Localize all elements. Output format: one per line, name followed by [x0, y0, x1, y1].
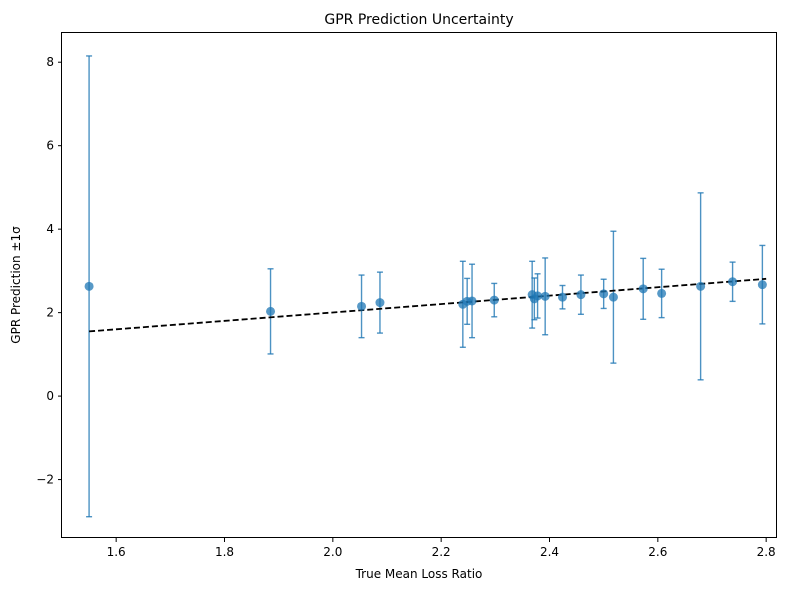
data-point: [638, 284, 648, 294]
data-point: [576, 290, 586, 300]
x-axis-label: True Mean Loss Ratio: [355, 567, 483, 581]
plot-area: [84, 55, 767, 518]
data-point: [558, 292, 567, 302]
data-point: [728, 277, 738, 287]
x-tick-label: 2.8: [757, 545, 776, 559]
x-tick-label: 2.2: [432, 545, 451, 559]
x-tick-label: 1.6: [107, 545, 126, 559]
y-tick-label: 6: [46, 139, 54, 153]
y-tick-label: 8: [46, 55, 54, 69]
x-tick-label: 2.4: [540, 545, 559, 559]
x-tick-label: 1.8: [215, 545, 234, 559]
data-point: [533, 291, 543, 301]
data-point: [599, 289, 609, 299]
y-tick-label: 4: [46, 222, 54, 236]
x-tick-label: 2.6: [648, 545, 667, 559]
y-axis-label: GPR Prediction ±1σ: [9, 226, 23, 344]
data-point: [757, 280, 767, 290]
data-point: [489, 295, 499, 305]
y-tick-label: −2: [36, 473, 54, 487]
x-axis-ticks: 1.6 1.8 2.0 2.2 2.4 2.6 2.8: [107, 538, 776, 559]
chart-title: GPR Prediction Uncertainty: [324, 12, 513, 28]
data-point: [540, 291, 550, 301]
data-point: [657, 288, 667, 298]
y-tick-label: 0: [46, 389, 54, 403]
y-axis-ticks: −2 0 2 4 6 8: [36, 55, 62, 487]
data-point: [357, 301, 367, 311]
fit-line: [89, 277, 767, 333]
data-point: [608, 292, 618, 302]
data-point: [696, 281, 706, 291]
data-point: [266, 306, 276, 316]
x-tick-label: 2.0: [323, 545, 342, 559]
y-tick-label: 2: [46, 306, 54, 320]
data-point: [84, 281, 94, 291]
axes-frame: [61, 32, 777, 538]
data-point: [467, 296, 477, 306]
data-point: [375, 298, 385, 308]
